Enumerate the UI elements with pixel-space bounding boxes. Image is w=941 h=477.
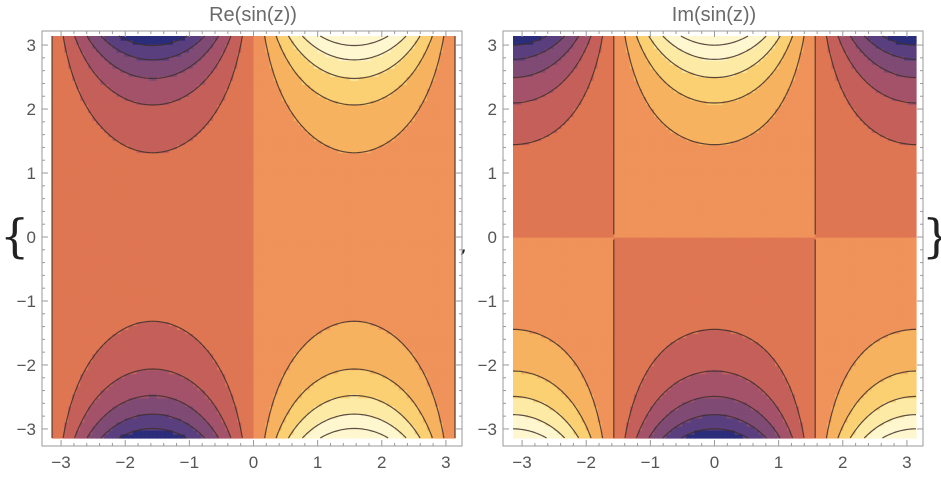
y-tick-label: 3 — [27, 36, 36, 55]
x-tick-label: 0 — [710, 453, 719, 472]
im-sin-plot: Im(sin(z)) −3 −2 −1 0 1 2 3 −3 −2 −1 0 1 2 3 — [478, 4, 923, 472]
x-tick-label: −2 — [577, 453, 596, 472]
x-tick-label: 0 — [249, 453, 258, 472]
plot-title: Im(sin(z)) — [672, 4, 756, 26]
x-tick-label: 3 — [441, 453, 450, 472]
y-tick-label: −2 — [17, 356, 36, 375]
x-tick-label: −3 — [51, 453, 70, 472]
x-tick-label: 1 — [774, 453, 783, 472]
plot-title: Re(sin(z)) — [209, 4, 297, 26]
x-tick-label: 1 — [313, 453, 322, 472]
y-tick-label: 0 — [488, 228, 497, 247]
contour-fill — [52, 36, 456, 439]
y-tick-label: 1 — [27, 164, 36, 183]
contour-fill — [513, 36, 917, 439]
y-tick-label: −1 — [17, 292, 36, 311]
y-tick-label: 2 — [488, 100, 497, 119]
contour-area — [513, 36, 917, 439]
y-tick-label: 0 — [27, 228, 36, 247]
x-tick-label: −3 — [512, 453, 531, 472]
x-tick-label: −1 — [641, 453, 660, 472]
x-tick-label: −1 — [180, 453, 199, 472]
contour-area — [52, 36, 456, 439]
list-open-brace: { — [0, 209, 29, 263]
x-tick-label: 3 — [902, 453, 911, 472]
y-tick-label: 2 — [27, 100, 36, 119]
y-tick-label: −1 — [478, 292, 497, 311]
x-tick-label: −2 — [116, 453, 135, 472]
x-tick-label: 2 — [838, 453, 847, 472]
y-tick-label: 1 — [488, 164, 497, 183]
x-tick-label: 2 — [377, 453, 386, 472]
y-tick-label: −2 — [478, 356, 497, 375]
re-sin-plot: Re(sin(z)) −3 −2 −1 0 1 2 3 −3 −2 −1 0 1 2 3 — [17, 4, 462, 472]
y-tick-label: 3 — [488, 36, 497, 55]
y-tick-label: −3 — [17, 420, 36, 439]
list-close-brace: } — [922, 209, 941, 263]
y-tick-label: −3 — [478, 420, 497, 439]
